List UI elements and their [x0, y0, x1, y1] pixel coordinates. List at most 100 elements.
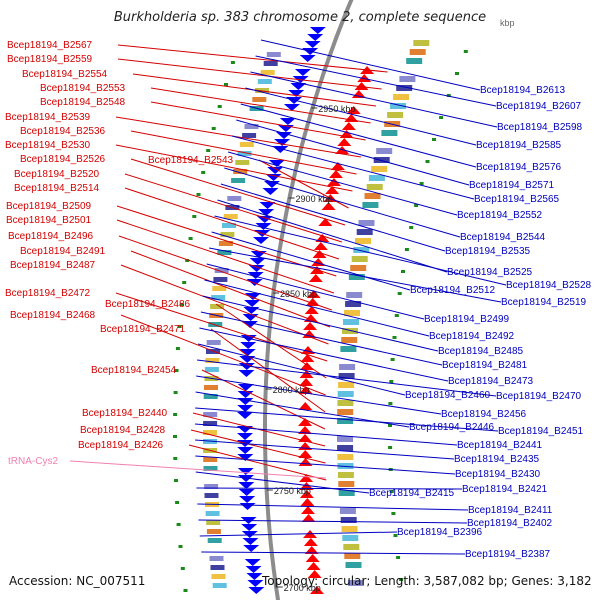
right-label-connector — [214, 215, 507, 286]
right-gene-label: Bcep18194_B2456 — [441, 409, 527, 420]
function-block — [222, 223, 236, 228]
function-block — [387, 112, 404, 118]
forward-gene-mark — [307, 570, 322, 578]
topology-text: Topology: circular; Length: 3,587,082 bp… — [262, 574, 592, 588]
right-label-connector — [196, 487, 463, 490]
rna-marker — [175, 501, 180, 504]
forward-gene-mark — [299, 490, 314, 498]
position-label: 2800 kbp — [273, 385, 310, 395]
right-label-connector — [245, 87, 477, 146]
position-label: 2950 kbp — [318, 104, 355, 114]
function-block — [206, 529, 221, 534]
reverse-gene-mark — [247, 580, 264, 587]
forward-gene-mark — [300, 354, 315, 362]
function-block — [337, 391, 354, 397]
function-block — [203, 475, 218, 480]
forward-gene-mark — [300, 498, 315, 506]
function-block — [213, 277, 228, 282]
reverse-gene-mark — [304, 41, 321, 48]
function-block — [220, 232, 235, 237]
rna-marker — [173, 413, 178, 416]
reverse-gene-mark — [246, 279, 263, 286]
left-label-connector — [124, 173, 343, 243]
function-block — [337, 427, 353, 433]
left-label-connector — [120, 264, 329, 345]
reverse-gene-mark — [262, 188, 279, 195]
position-label: 2700 kbp — [284, 583, 321, 593]
rna-marker — [173, 435, 177, 438]
function-block — [218, 241, 233, 246]
function-block — [216, 259, 230, 264]
position-label: 2900 kbp — [296, 194, 333, 204]
forward-gene-mark — [303, 322, 318, 330]
reverse-gene-mark — [258, 209, 275, 216]
reverse-gene-mark — [248, 587, 265, 594]
left-label-connector — [124, 187, 340, 260]
right-gene-label: Bcep18194_B2430 — [455, 469, 541, 480]
forward-gene-mark — [302, 330, 317, 338]
right-gene-label: Bcep18194_B2613 — [480, 85, 566, 96]
position-label: 2750 kbp — [274, 486, 311, 496]
function-block — [229, 187, 244, 192]
reverse-gene-mark — [249, 258, 266, 265]
function-block — [337, 445, 354, 451]
function-block — [337, 400, 354, 406]
reverse-gene-mark — [237, 391, 254, 398]
left-gene-label: Bcep18194_B2426 — [78, 440, 164, 451]
gene-labels: Bcep18194_B2567 Bcep18194_B2559 Bcep18194_… — [5, 40, 592, 560]
rna-marker — [409, 226, 414, 229]
rna-marker — [176, 523, 181, 526]
trna-label: tRNA-Cys2 — [8, 456, 58, 467]
reverse-gene-mark — [309, 27, 326, 34]
right-label-connector — [208, 247, 502, 303]
function-block — [237, 151, 252, 156]
forward-gene-mark — [298, 426, 312, 434]
function-block — [338, 490, 355, 496]
feature-tracks — [173, 27, 468, 594]
right-gene-label: Bcep18194_B2396 — [397, 527, 483, 538]
function-block — [342, 535, 359, 541]
forward-gene-mark — [298, 402, 313, 410]
left-label-connector — [130, 250, 331, 328]
left-gene-label: Bcep18194_B2559 — [7, 54, 93, 65]
function-block — [242, 133, 257, 138]
right-gene-label: Bcep18194_B2387 — [465, 549, 551, 560]
function-block — [337, 436, 353, 442]
reverse-gene-mark — [242, 538, 259, 545]
function-block — [355, 238, 371, 244]
right-gene-label: Bcep18194_B2441 — [457, 440, 543, 451]
function-block — [390, 103, 406, 109]
right-gene-label: Bcep18194_B2460 — [405, 390, 491, 401]
function-block — [347, 580, 364, 586]
function-block — [348, 274, 365, 280]
right-label-connector — [204, 279, 430, 337]
left-gene-label: Bcep18194_B2520 — [14, 169, 100, 180]
forward-gene-mark — [299, 378, 314, 386]
function-block — [344, 310, 360, 316]
function-block — [381, 130, 398, 136]
rna-marker — [399, 578, 404, 581]
left-gene-label: Bcep18194_B2526 — [20, 154, 106, 165]
function-block — [350, 265, 367, 271]
function-block — [212, 583, 227, 588]
right-label-connector — [217, 199, 448, 273]
function-block — [257, 79, 272, 84]
left-gene-label: Bcep18194_B2486 — [105, 299, 191, 310]
forward-gene-mark — [346, 106, 361, 114]
right-label-connector — [196, 375, 442, 415]
position-ticks: 2950 kbp 2900 kbp 2850 kbp 2800 kbp 2750 kbp… — [265, 18, 515, 593]
function-block — [346, 292, 363, 298]
function-block — [345, 301, 362, 307]
forward-gene-mark — [341, 122, 356, 130]
function-block — [247, 115, 261, 120]
function-block — [337, 454, 354, 460]
function-block — [413, 40, 430, 46]
rna-marker — [414, 204, 419, 207]
position-label: 2850 kbp — [280, 289, 317, 299]
reverse-gene-mark — [244, 293, 261, 300]
right-gene-label: Bcep18194_B2415 — [369, 488, 455, 499]
function-block — [203, 394, 218, 399]
right-gene-label: Bcep18194_B2528 — [506, 280, 592, 291]
right-label-connector — [197, 503, 469, 511]
left-gene-label: Bcep18194_B2567 — [7, 40, 93, 51]
